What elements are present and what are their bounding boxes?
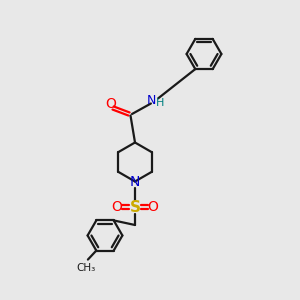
Text: O: O — [112, 200, 122, 214]
Text: N: N — [130, 175, 140, 188]
Text: O: O — [148, 200, 158, 214]
Text: H: H — [155, 98, 164, 109]
Text: CH₃: CH₃ — [77, 263, 96, 273]
Text: N: N — [147, 94, 156, 107]
Text: S: S — [130, 200, 140, 214]
Text: O: O — [106, 97, 116, 110]
